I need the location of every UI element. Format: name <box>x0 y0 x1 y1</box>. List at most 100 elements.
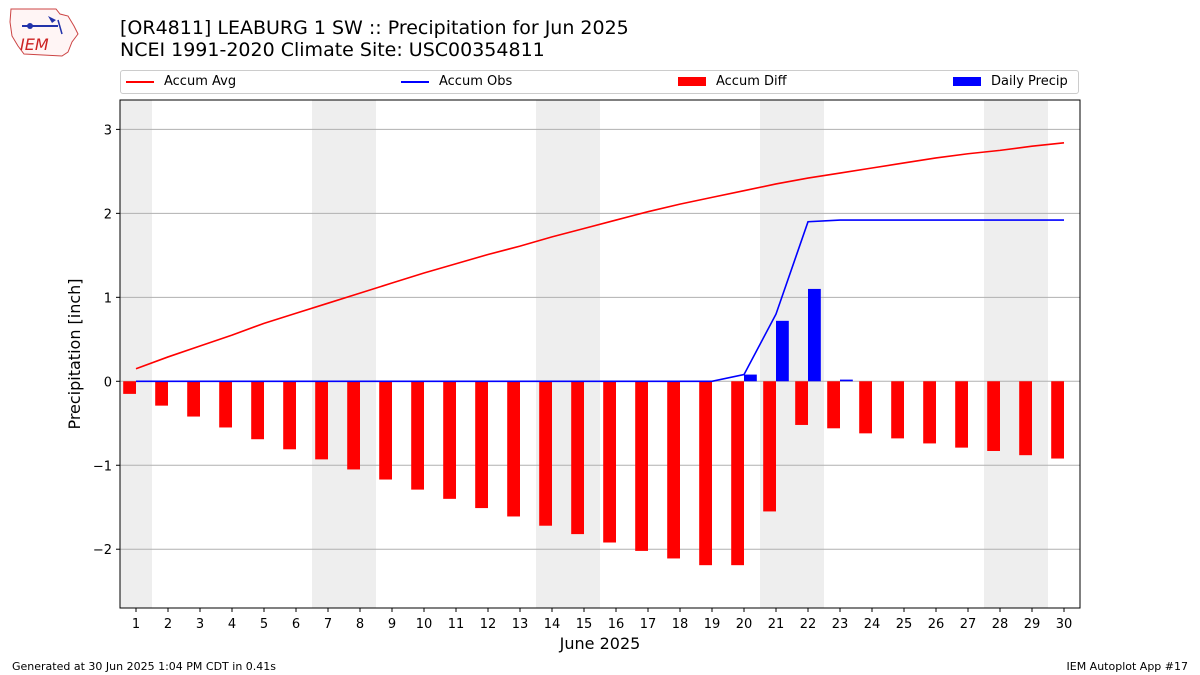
bar-accum-diff <box>1051 381 1064 459</box>
bar-accum-diff <box>283 381 296 450</box>
bar-accum-diff <box>539 381 552 526</box>
x-tick-label: 11 <box>448 617 465 632</box>
bar-accum-diff <box>731 381 744 566</box>
bar-accum-diff <box>1019 381 1032 456</box>
x-tick-label: 13 <box>512 617 529 632</box>
x-tick-label: 22 <box>800 617 817 632</box>
y-tick-label: 2 <box>104 207 112 222</box>
x-tick-label: 25 <box>896 617 913 632</box>
legend-swatch-avg <box>126 80 154 83</box>
x-tick-label: 7 <box>324 617 332 632</box>
x-tick-label: 4 <box>228 617 236 632</box>
bar-accum-diff <box>123 381 136 394</box>
x-tick-label: 21 <box>768 617 785 632</box>
bar-accum-diff <box>443 381 456 499</box>
bar-accum-diff <box>411 381 424 490</box>
bar-accum-diff <box>795 381 808 425</box>
bar-accum-diff <box>571 381 584 535</box>
y-axis-label: Precipitation [inch] <box>65 278 84 429</box>
x-tick-label: 28 <box>992 617 1009 632</box>
x-tick-label: 5 <box>260 617 268 632</box>
bar-accum-diff <box>251 381 264 440</box>
bar-daily-precip <box>808 288 821 382</box>
bar-daily-precip <box>776 320 789 382</box>
x-tick-label: 9 <box>388 617 396 632</box>
legend-accum-obs: Accum Obs <box>401 74 512 90</box>
legend-accum-diff: Accum Diff <box>678 74 787 90</box>
y-tick-label: 0 <box>104 375 112 390</box>
bar-accum-diff <box>827 381 840 429</box>
bar-accum-diff <box>475 381 488 509</box>
x-tick-label: 29 <box>1024 617 1041 632</box>
x-tick-label: 12 <box>480 617 497 632</box>
x-tick-label: 8 <box>356 617 364 632</box>
x-tick-label: 10 <box>416 617 433 632</box>
svg-text:IEM: IEM <box>20 35 49 54</box>
bar-accum-diff <box>923 381 936 444</box>
x-tick-label: 17 <box>640 617 657 632</box>
footer-generated: Generated at 30 Jun 2025 1:04 PM CDT in … <box>12 660 277 673</box>
bar-accum-diff <box>219 381 232 428</box>
weekend-shade <box>120 100 152 608</box>
bar-daily-precip <box>840 379 853 382</box>
bar-accum-diff <box>667 381 680 559</box>
x-tick-label: 19 <box>704 617 721 632</box>
legend-swatch-precip <box>953 77 981 86</box>
x-tick-label: 27 <box>960 617 977 632</box>
x-tick-label: 14 <box>544 617 561 632</box>
bar-accum-diff <box>347 381 360 470</box>
x-tick-label: 2 <box>164 617 172 632</box>
bar-accum-diff <box>507 381 520 517</box>
bar-accum-diff <box>699 381 712 566</box>
y-tick-label: −2 <box>93 543 112 558</box>
chart-title: [OR4811] LEABURG 1 SW :: Precipitation f… <box>120 17 629 61</box>
weekend-shade <box>536 100 600 608</box>
weekend-shade <box>984 100 1048 608</box>
line-accum-obs <box>136 219 1064 383</box>
plot-area <box>120 100 1080 608</box>
x-tick-label: 26 <box>928 617 945 632</box>
x-tick-label: 16 <box>608 617 625 632</box>
bar-accum-diff <box>763 381 776 512</box>
x-tick-label: 3 <box>196 617 204 632</box>
chart-legend: Accum Avg Accum Obs Accum Diff Daily Pre… <box>120 70 1079 94</box>
bar-accum-diff <box>635 381 648 551</box>
y-tick-label: 3 <box>104 123 112 138</box>
footer-app: IEM Autoplot App #17 <box>1066 660 1189 673</box>
y-tick-label: 1 <box>104 291 112 306</box>
legend-swatch-obs <box>401 80 429 83</box>
chart-title-line1: [OR4811] LEABURG 1 SW :: Precipitation f… <box>120 17 629 39</box>
plot-frame <box>119 99 1081 609</box>
x-tick-label: 20 <box>736 617 753 632</box>
legend-label-precip: Daily Precip <box>991 74 1068 89</box>
legend-label-diff: Accum Diff <box>716 74 787 89</box>
line-accum-avg <box>135 142 1065 370</box>
bar-accum-diff <box>859 381 872 434</box>
x-axis-label: June 2025 <box>559 634 641 653</box>
legend-accum-avg: Accum Avg <box>126 74 236 90</box>
x-tick-label: 15 <box>576 617 593 632</box>
bar-daily-precip <box>744 374 757 382</box>
y-tick-label: −1 <box>93 459 112 474</box>
chart-title-line2: NCEI 1991-2020 Climate Site: USC00354811 <box>120 39 545 61</box>
legend-label-obs: Accum Obs <box>439 74 513 89</box>
bar-accum-diff <box>955 381 968 448</box>
x-tick-label: 24 <box>864 617 881 632</box>
iem-logo: IEM <box>9 8 79 57</box>
bar-accum-diff <box>379 381 392 480</box>
bar-accum-diff <box>155 381 168 406</box>
bar-accum-diff <box>603 381 616 543</box>
bar-accum-diff <box>987 381 1000 451</box>
weekend-shade <box>312 100 376 608</box>
x-tick-label: 6 <box>292 617 300 632</box>
x-tick-label: 18 <box>672 617 689 632</box>
legend-daily-precip: Daily Precip <box>953 74 1068 90</box>
bar-accum-diff <box>891 381 904 439</box>
x-tick-label: 23 <box>832 617 849 632</box>
bar-accum-diff <box>187 381 200 417</box>
bar-accum-diff <box>315 381 328 460</box>
legend-label-avg: Accum Avg <box>164 74 237 89</box>
x-tick-label: 30 <box>1056 617 1073 632</box>
legend-swatch-diff <box>678 77 706 86</box>
